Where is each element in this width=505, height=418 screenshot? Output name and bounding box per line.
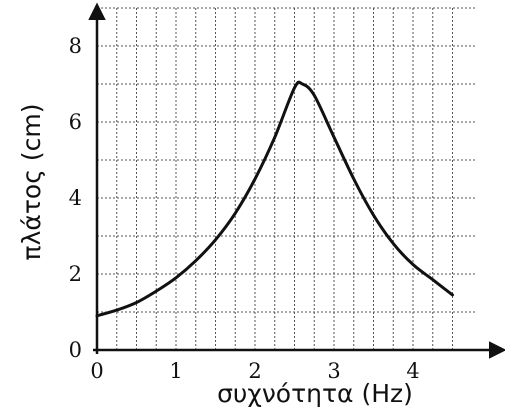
y-tick-labels: 0 2 4 6 8: [69, 34, 82, 362]
x-tick-label: 0: [90, 359, 103, 383]
x-tick-label: 2: [248, 359, 261, 383]
x-tick-labels: 0 1 2 3 4: [90, 359, 419, 383]
y-tick-label: 2: [69, 262, 82, 286]
grid: [97, 7, 476, 350]
y-axis-title: πλάτος (cm): [17, 104, 46, 261]
y-tick-label: 4: [69, 186, 82, 210]
x-tick-label: 1: [169, 359, 182, 383]
x-tick-label: 4: [406, 359, 419, 383]
y-tick-label: 8: [69, 34, 82, 58]
y-tick-label: 6: [69, 110, 82, 134]
x-tick-label: 3: [327, 359, 340, 383]
x-axis-title: συχνότητα (Hz): [217, 379, 413, 408]
y-tick-label: 0: [69, 338, 82, 362]
amplitude-curve: [95, 80, 454, 318]
